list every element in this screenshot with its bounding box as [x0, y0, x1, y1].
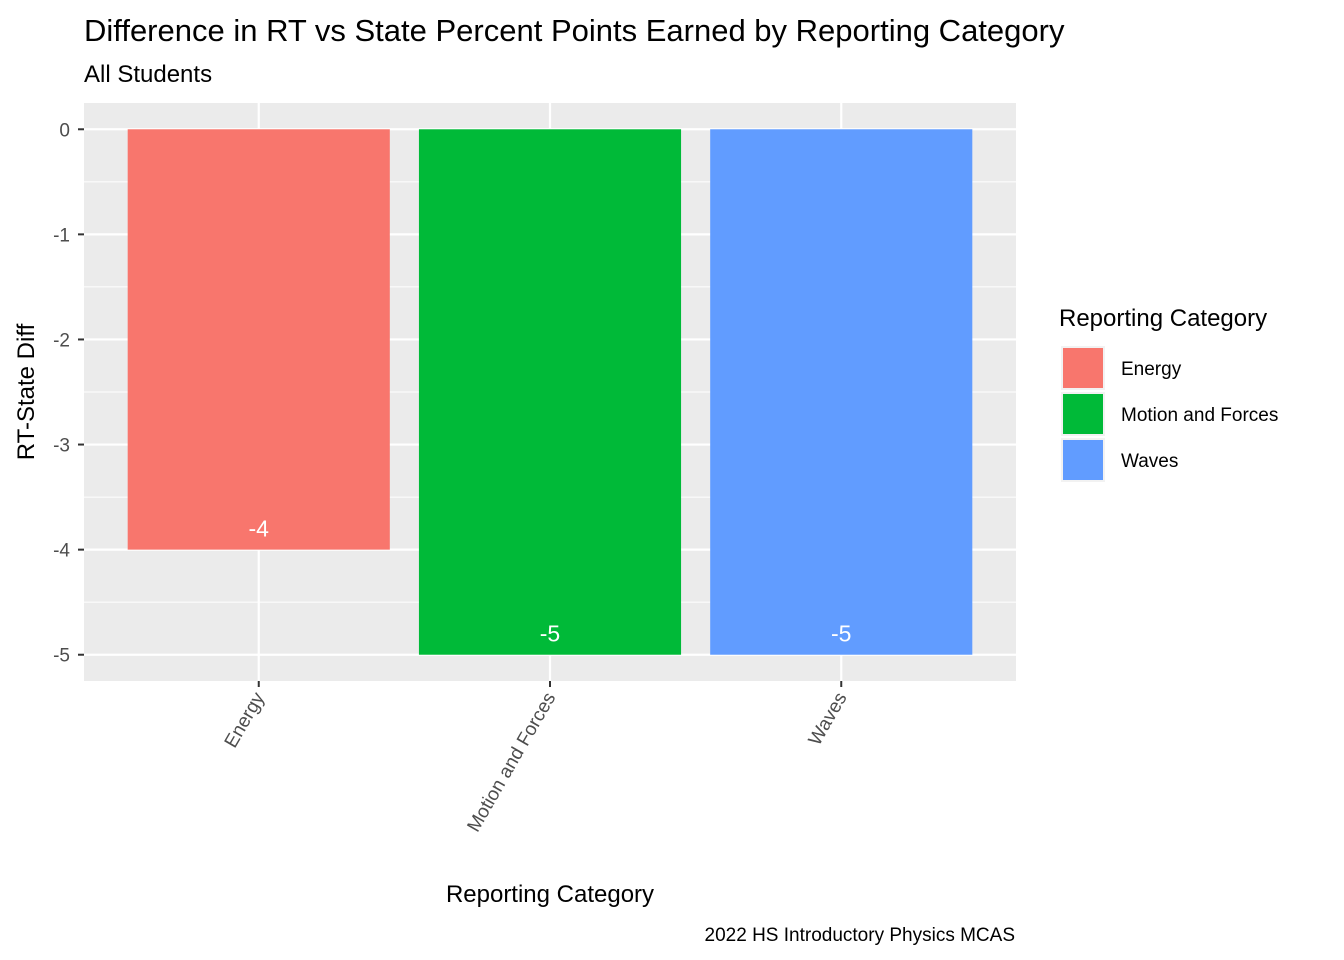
y-axis: 0 -1 -2 -3 -4 -5 [53, 120, 84, 667]
y-tick-label: -4 [53, 541, 70, 562]
bar-waves [710, 129, 973, 655]
legend-title: Reporting Category [1059, 305, 1267, 332]
bar-energy [127, 129, 390, 550]
legend-swatch [1063, 348, 1103, 388]
legend: Reporting Category Energy Motion and Forc… [1059, 305, 1278, 482]
chart-subtitle: All Students [84, 61, 212, 88]
y-tick-label: -2 [53, 330, 70, 351]
bars [127, 129, 973, 655]
legend-entry-label: Waves [1121, 451, 1178, 472]
x-tick-label: Waves [805, 689, 852, 749]
bar-data-label: -4 [249, 516, 270, 542]
legend-entry-label: Energy [1121, 359, 1182, 380]
legend-entry-label: Motion and Forces [1121, 405, 1278, 426]
chart-caption: 2022 HS Introductory Physics MCAS [705, 925, 1015, 946]
bar-motion-and-forces [418, 129, 682, 655]
y-axis-title: RT-State Diff [13, 323, 40, 460]
y-tick-label: -5 [53, 646, 70, 667]
chart-title: Difference in RT vs State Percent Points… [84, 13, 1065, 48]
y-tick-label: -1 [53, 225, 70, 246]
x-tick-label: Energy [221, 689, 270, 752]
legend-swatch [1063, 440, 1103, 480]
bar-data-label: -5 [831, 621, 851, 647]
legend-swatch [1063, 394, 1103, 434]
bar-data-label: -5 [540, 621, 560, 647]
y-tick-label: 0 [59, 120, 70, 141]
x-tick-label: Motion and Forces [463, 689, 560, 836]
x-axis: Energy Motion and Forces Waves [221, 681, 852, 836]
x-axis-title: Reporting Category [446, 881, 654, 908]
bar-labels: -4 -5 -5 [249, 516, 852, 647]
y-tick-label: -3 [53, 436, 70, 457]
